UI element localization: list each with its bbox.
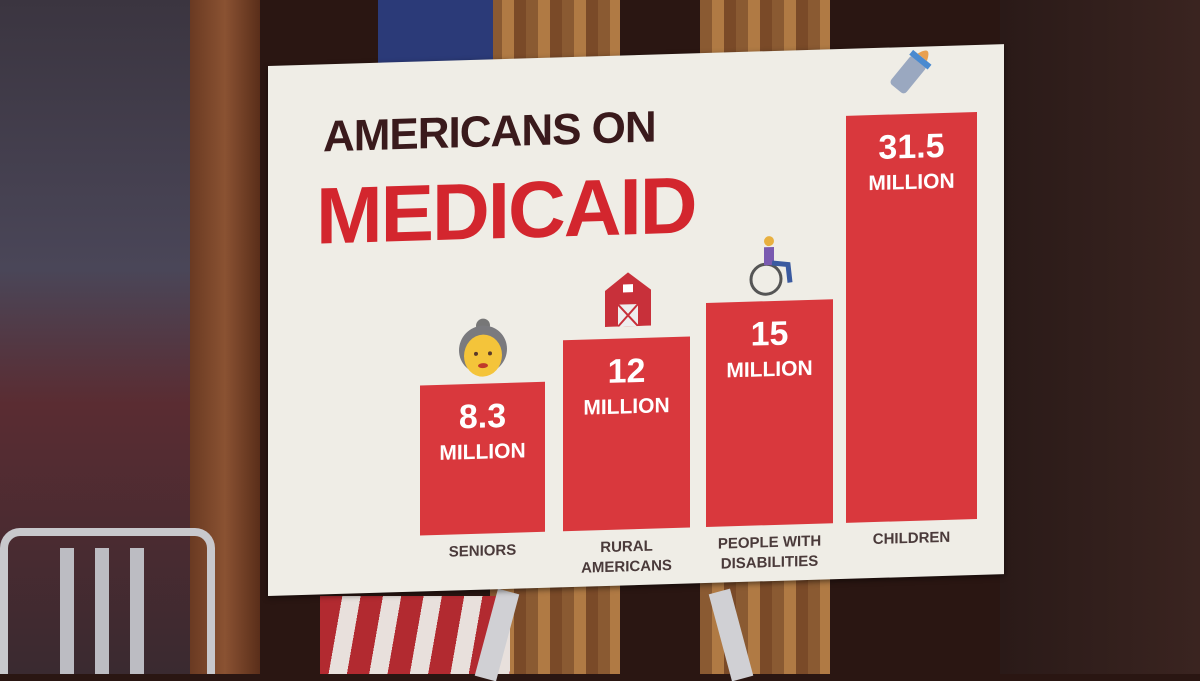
- chair-slat: [95, 548, 109, 674]
- bar-seniors: 8.3 MILLION: [420, 381, 545, 536]
- category-label: RURAL AMERICANS: [581, 537, 672, 577]
- bar-children: 31.5 MILLION: [846, 111, 977, 523]
- chair-slat: [60, 548, 74, 674]
- chart-subtitle: MEDICAID: [316, 160, 696, 261]
- category-label: CHILDREN: [872, 528, 951, 549]
- chair-slat: [130, 548, 144, 674]
- data-label-value: 31.5: [878, 126, 945, 167]
- bar-people-with-disabilities: 15 MILLION: [706, 299, 833, 527]
- data-label-value: 8.3: [458, 396, 507, 437]
- data-label-value: 15: [750, 314, 789, 354]
- category-label: PEOPLE WITH DISABILITIES: [717, 532, 822, 573]
- wood-pillar: [190, 0, 260, 674]
- category-label: SENIORS: [448, 541, 517, 561]
- bar-rural-americans: 12 MILLION: [563, 336, 690, 532]
- data-label-unit: MILLION: [583, 394, 670, 420]
- background-doorway: [1000, 0, 1200, 674]
- data-label-unit: MILLION: [868, 169, 955, 196]
- chair: [0, 528, 215, 674]
- older-woman-icon: [457, 315, 509, 386]
- poster-board: AMERICANS ON MEDICAID 8.3 MILLION SENIORS 1…: [268, 41, 1004, 597]
- chart-title: AMERICANS ON: [323, 102, 656, 162]
- wheelchair-user-icon: [744, 232, 798, 303]
- data-label-value: 12: [607, 351, 646, 391]
- barn-icon: [601, 270, 655, 333]
- data-label-unit: MILLION: [439, 439, 526, 465]
- data-label-unit: MILLION: [726, 356, 813, 383]
- baby-bottle-icon: [886, 41, 938, 104]
